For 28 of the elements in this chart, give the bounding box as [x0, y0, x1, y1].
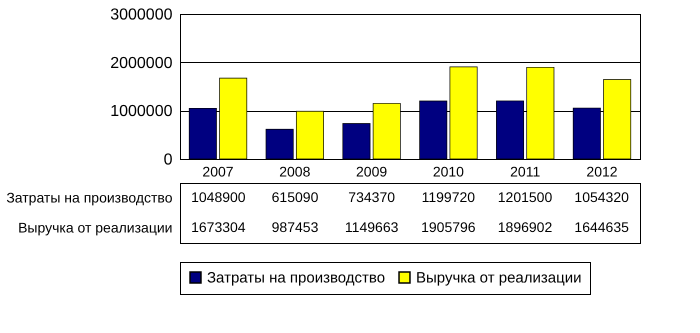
- data-label: 1644635: [574, 219, 630, 235]
- x-tick-label: 2009: [356, 164, 388, 180]
- data-label: 1149663: [344, 219, 399, 235]
- data-label: 1054320: [574, 189, 630, 205]
- data-label: 615090: [272, 189, 319, 205]
- y-tick-label: 1000000: [110, 103, 173, 120]
- x-tick-label: 2011: [510, 164, 540, 180]
- bar: [342, 123, 370, 160]
- legend-label: Затраты на производство: [207, 270, 386, 287]
- data-label: 987453: [272, 219, 319, 235]
- x-tick-label: 2008: [279, 164, 311, 180]
- data-label: 734370: [348, 189, 396, 205]
- text: Выручка от реализации: [18, 220, 172, 236]
- data-label: 1199720: [422, 189, 476, 205]
- legend-label: Выручка от реализации: [416, 270, 582, 287]
- x-tick-label: 2012: [586, 164, 618, 180]
- x-tick-label: 2007: [202, 164, 234, 180]
- y-tick-label: 3000000: [110, 6, 173, 24]
- data-label: 1673304: [191, 219, 246, 235]
- data-label: 1896902: [498, 219, 552, 235]
- data-label: 1905796: [421, 219, 476, 235]
- x-tick-label: 2010: [432, 164, 464, 180]
- y-tick-label: 2000000: [110, 54, 173, 72]
- data-label: 1048900: [191, 189, 246, 205]
- data-label: 1201500: [498, 189, 552, 205]
- y-tick-label: 0: [164, 152, 173, 168]
- text: Затраты на производство: [6, 190, 172, 206]
- bar: [266, 128, 294, 160]
